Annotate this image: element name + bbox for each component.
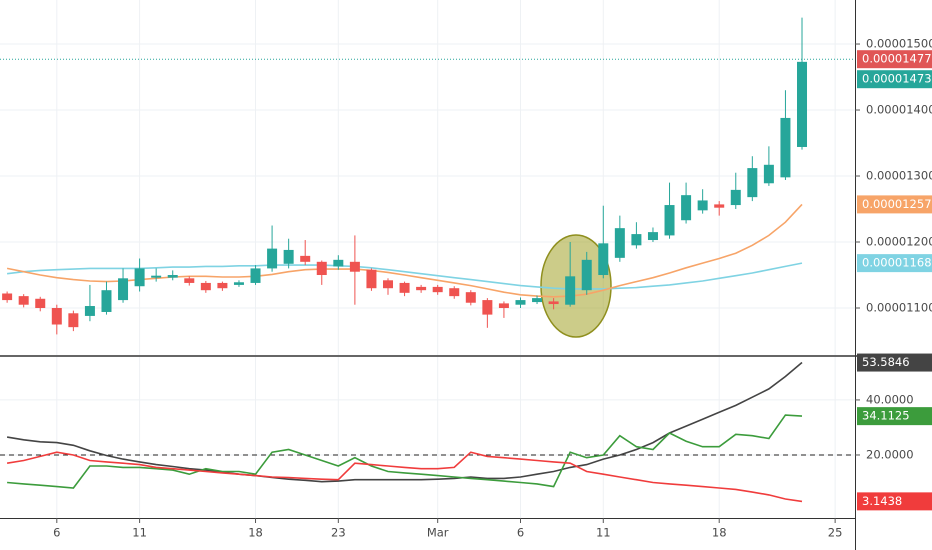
candle-body [68, 313, 79, 328]
candle-body [482, 300, 493, 315]
candle-body [184, 278, 195, 283]
y-tick-label: 0.00001400 [866, 103, 932, 117]
candle-body [763, 164, 774, 184]
candle-body [515, 300, 526, 305]
mark-layer [0, 17, 855, 503]
x-tick-label: 23 [331, 526, 346, 540]
x-tick-label: 6 [53, 526, 60, 540]
last-value-label: 3.1438 [862, 494, 902, 508]
y-tick-label: 0.00001300 [866, 169, 932, 183]
candle-body [416, 286, 427, 291]
candle-body [283, 249, 294, 264]
highlight-ellipse [540, 234, 612, 338]
x-tick-label: Mar [427, 526, 449, 540]
candle-body [714, 204, 725, 208]
candle-body [697, 200, 708, 211]
candle-body [134, 268, 145, 287]
candle-body [631, 234, 642, 246]
x-tick-label: 11 [596, 526, 611, 540]
y-tick-label: 0.00001100 [866, 301, 932, 315]
candle-body [797, 61, 808, 147]
candle-body [565, 276, 576, 305]
y-tick-label: 20.0000 [866, 447, 914, 461]
last-value-label: 0.00001257 [862, 197, 932, 211]
x-tick-label: 25 [828, 526, 843, 540]
candle-body [233, 282, 244, 285]
candle-body [399, 282, 410, 293]
candle-body [349, 261, 360, 272]
candle-body [333, 259, 344, 267]
y-tick-label: 40.0000 [866, 392, 914, 406]
last-value-box [857, 353, 932, 372]
last-value-box [857, 70, 932, 89]
candle-body [747, 168, 758, 198]
x-tick-label: 6 [517, 526, 524, 540]
last-value-box [857, 492, 932, 511]
y-tick-label: 0.00001500 [866, 37, 932, 51]
candle-body [432, 286, 443, 293]
candle-body [217, 282, 228, 289]
candle-body [18, 296, 29, 305]
x-tick-label: 11 [132, 526, 147, 540]
candle-body [614, 228, 625, 258]
candle-body [200, 282, 211, 291]
candle-body [366, 269, 377, 289]
last-value-box [857, 407, 932, 426]
candle-body [664, 205, 675, 236]
last-value-label: 53.5846 [862, 355, 910, 369]
candle-body [2, 293, 13, 301]
candle-body [647, 232, 658, 241]
last-value-label: 0.00001473 [862, 72, 932, 86]
candle-body [267, 248, 278, 269]
y-tick-label: 0.00001200 [866, 235, 932, 249]
candle-body [598, 243, 609, 276]
candle-body [151, 275, 162, 278]
indicator-line [6, 451, 803, 503]
candle-body [681, 195, 692, 221]
candle-body [730, 189, 741, 206]
candle-body [449, 288, 460, 297]
candle-body [35, 298, 46, 309]
candle-body [300, 255, 311, 262]
candle-body [84, 306, 95, 316]
candle-body [383, 280, 394, 289]
last-value-box [857, 195, 932, 214]
candle-body [548, 301, 559, 305]
last-value-label: 34.1125 [862, 409, 910, 423]
candle-body [167, 275, 178, 278]
last-value-label: 0.00001477 [862, 52, 932, 66]
candle-body [780, 117, 791, 178]
candle-body [316, 261, 327, 276]
indicator-line [7, 414, 803, 489]
candle-body [532, 298, 543, 303]
last-value-label: 0.00001168 [862, 256, 932, 270]
candle-body [118, 278, 129, 301]
candle-body [101, 290, 112, 312]
x-tick-label: 18 [712, 526, 727, 540]
candle-body [250, 268, 261, 283]
last-value-box [857, 254, 932, 273]
x-tick-label: 18 [248, 526, 263, 540]
candle-body [581, 259, 592, 291]
candle-body [465, 292, 476, 303]
candle-body [498, 303, 509, 309]
candle-body [51, 308, 62, 325]
last-value-box [857, 50, 932, 69]
